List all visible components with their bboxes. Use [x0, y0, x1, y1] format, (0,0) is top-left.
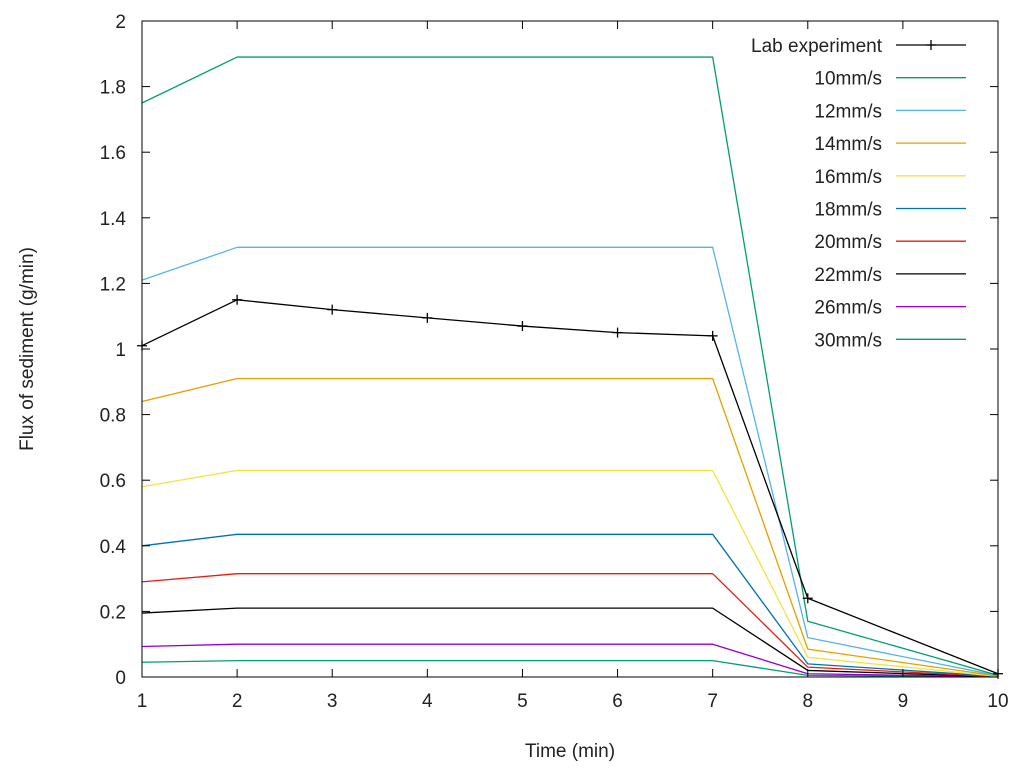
legend-label: 30mm/s: [814, 330, 882, 351]
legend-entry: 20mm/s: [814, 232, 966, 253]
legend-entry: 10mm/s: [814, 69, 966, 90]
data-point-marker: [327, 304, 338, 315]
data-point-marker: [232, 294, 243, 305]
y-tick-label: 1.6: [100, 143, 126, 164]
x-tick-label: 4: [422, 691, 433, 712]
legend-label: 16mm/s: [814, 167, 882, 188]
y-tick-label: 1.8: [100, 78, 126, 99]
series-line: [141, 246, 999, 677]
series-line: [141, 377, 999, 677]
x-tick-label: 1: [137, 691, 148, 712]
legend-label: 12mm/s: [814, 101, 882, 122]
series-20mm-s: [141, 573, 999, 678]
legend-entry: 16mm/s: [814, 167, 966, 188]
legend-label: 26mm/s: [814, 298, 882, 319]
x-tick-label: 7: [707, 691, 718, 712]
series-line: [141, 469, 999, 677]
series-26mm-s: [141, 643, 999, 678]
y-tick-label: 0.8: [100, 406, 126, 427]
x-tick-label: 5: [517, 691, 528, 712]
series-10mm-s: [141, 56, 999, 676]
x-tick-label: 3: [327, 691, 338, 712]
data-point-marker: [612, 327, 623, 338]
legend-label: 18mm/s: [814, 200, 882, 221]
y-tick-label: 1.4: [100, 209, 127, 230]
legend-marker: [926, 40, 936, 50]
x-tick-label: 6: [612, 691, 623, 712]
series-line: [141, 533, 999, 677]
legend-entry: 12mm/s: [814, 101, 966, 122]
tick-layer: 1 2 3 4 5 6 7 8 9 10 0 0.2 0.4 0.6 0.8 1 1.2 1.4 1.6 1.8 2: [100, 12, 1009, 712]
series-layer: [137, 56, 1003, 679]
y-tick-label: 0.2: [100, 602, 126, 623]
legend-entry: 14mm/s: [814, 134, 966, 155]
y-tick-label: 1: [115, 340, 126, 361]
x-tick-label: 10: [987, 691, 1008, 712]
legend-label: Lab experiment: [751, 36, 883, 57]
series-line: [141, 573, 999, 678]
series-line: [141, 659, 999, 678]
series-14mm-s: [141, 377, 999, 677]
series-30mm-s: [141, 659, 999, 678]
y-tick-label: 0.4: [100, 537, 127, 558]
y-axis-title: Flux of sediment (g/min): [17, 247, 38, 451]
series-line: [141, 56, 999, 676]
legend-label: 10mm/s: [814, 69, 882, 90]
data-point-marker: [422, 312, 433, 323]
series-18mm-s: [141, 533, 999, 677]
y-tick-label: 1.2: [100, 274, 126, 295]
legend-entry: 30mm/s: [814, 330, 966, 351]
series-12mm-s: [141, 246, 999, 677]
legend-entry: 18mm/s: [814, 200, 966, 221]
legend: Lab experiment 10mm/s 12mm/s 14mm/s 16mm/s 18…: [751, 36, 966, 351]
y-tick-label: 2: [115, 12, 126, 33]
data-point-marker: [517, 321, 528, 332]
legend-label: 20mm/s: [814, 232, 882, 253]
legend-label: 14mm/s: [814, 134, 882, 155]
x-tick-label: 9: [898, 691, 909, 712]
series-line: [141, 643, 999, 678]
legend-entry: 26mm/s: [814, 298, 966, 319]
legend-entry: 22mm/s: [814, 265, 966, 286]
data-point-marker: [707, 330, 718, 341]
y-tick-label: 0: [115, 668, 126, 689]
x-tick-label: 2: [232, 691, 243, 712]
legend-entry: Lab experiment: [751, 36, 966, 57]
series-line: [141, 607, 999, 678]
x-axis-title: Time (min): [525, 741, 615, 762]
y-tick-label: 0.6: [100, 471, 126, 492]
plot-frame: [141, 20, 999, 678]
legend-label: 22mm/s: [814, 265, 882, 286]
series-22mm-s: [141, 607, 999, 678]
data-point-marker: [802, 593, 813, 604]
x-tick-label: 8: [802, 691, 813, 712]
series-16mm-s: [141, 469, 999, 677]
